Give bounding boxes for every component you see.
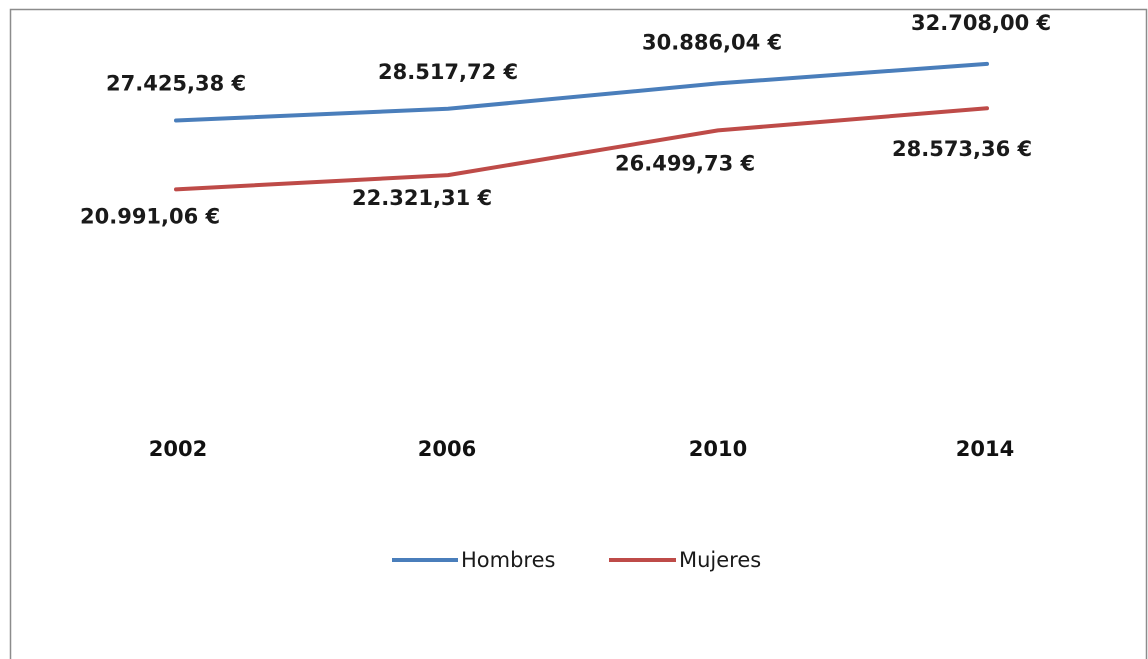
legend-item-mujeres: Mujeres <box>609 548 761 572</box>
chart-border <box>9 8 1148 659</box>
legend-item-hombres: Hombres <box>392 548 555 572</box>
x-tick-label-2010: 2010 <box>689 437 747 461</box>
data-label-layer: 27.425,38 € 28.517,72 € 30.886,04 € 32.708,… <box>80 11 1051 228</box>
x-axis-tick-labels: 2002 2006 2010 2014 <box>149 437 1014 461</box>
series-line-mujeres <box>174 106 989 192</box>
data-label-mujeres-2006: 22.321,31 € <box>352 186 492 210</box>
data-label-hombres-2014: 32.708,00 € <box>911 11 1051 35</box>
data-label-hombres-2010: 30.886,04 € <box>642 30 782 54</box>
legend-label-hombres: Hombres <box>461 548 555 572</box>
series-layer <box>174 61 989 192</box>
legend-label-mujeres: Mujeres <box>679 548 761 572</box>
data-label-hombres-2002: 27.425,38 € <box>106 72 246 96</box>
data-label-mujeres-2002: 20.991,06 € <box>80 204 220 228</box>
legend: Hombres Mujeres <box>392 548 761 572</box>
x-tick-label-2014: 2014 <box>956 437 1014 461</box>
data-label-hombres-2006: 28.517,72 € <box>378 60 518 84</box>
data-label-mujeres-2014: 28.573,36 € <box>892 137 1032 161</box>
data-label-mujeres-2010: 26.499,73 € <box>615 151 755 175</box>
series-line-hombres <box>174 61 989 123</box>
x-tick-label-2002: 2002 <box>149 437 207 461</box>
x-tick-label-2006: 2006 <box>418 437 476 461</box>
